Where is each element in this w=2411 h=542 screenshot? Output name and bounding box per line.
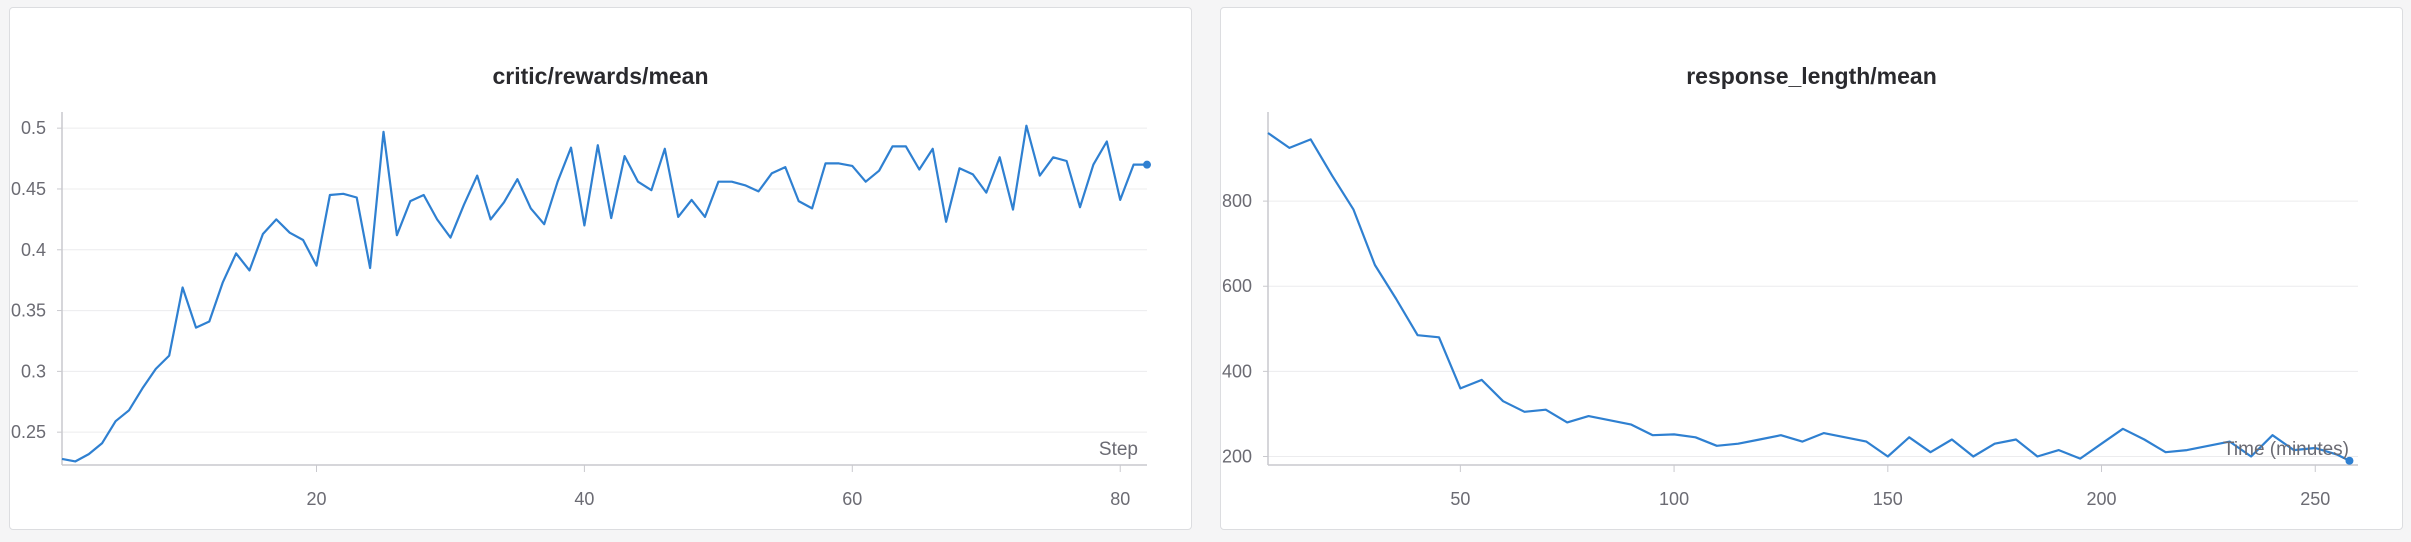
x-tick-label: 250: [2300, 489, 2330, 509]
y-tick-label: 0.25: [11, 422, 46, 442]
series-line[interactable]: [1267, 132, 2350, 462]
x-tick-label: 50: [1450, 489, 1470, 509]
chart-panel-rewards: critic/rewards/mean 0.25 0.3 0.35 0.4 0.45 0.…: [9, 7, 1192, 530]
y-tick-label: 600: [1222, 276, 1252, 296]
chart-title: response_length/mean: [1686, 63, 1937, 89]
y-tick-label: 0.5: [21, 118, 46, 138]
line-chart-rewards[interactable]: 0.25 0.3 0.35 0.4 0.45 0.5 20 40 60 80 Step: [10, 8, 1193, 531]
y-tick-label: 200: [1222, 446, 1252, 466]
x-tick-label: 100: [1659, 489, 1689, 509]
x-tick-label: 200: [2087, 489, 2117, 509]
x-tick-label: 20: [306, 489, 326, 509]
x-tick-label: 80: [1110, 489, 1130, 509]
y-tick-label: 800: [1222, 191, 1252, 211]
y-tick-label: 400: [1222, 361, 1252, 381]
x-tick-label: 150: [1873, 489, 1903, 509]
x-tick-label: 60: [842, 489, 862, 509]
chart-panel-response-length: response_length/mean 200 400 600 800 50 100 15…: [1220, 7, 2403, 530]
y-tick-label: 0.3: [21, 361, 46, 381]
y-tick-label: 0.4: [21, 240, 46, 260]
y-tick-label: 0.45: [11, 179, 46, 199]
chart-title: critic/rewards/mean: [492, 63, 709, 89]
x-axis-label: Time (minutes): [2223, 439, 2349, 460]
y-tick-label: 0.35: [11, 301, 46, 321]
x-tick-label: 40: [574, 489, 594, 509]
line-chart-response-length[interactable]: 200 400 600 800 50 100 150 200 250 Time (minutes): [1221, 8, 2404, 531]
last-point-marker[interactable]: [1143, 160, 1151, 169]
last-point-marker[interactable]: [2345, 456, 2354, 465]
series-line[interactable]: [61, 124, 1147, 463]
x-axis-label: Step: [1099, 439, 1138, 460]
